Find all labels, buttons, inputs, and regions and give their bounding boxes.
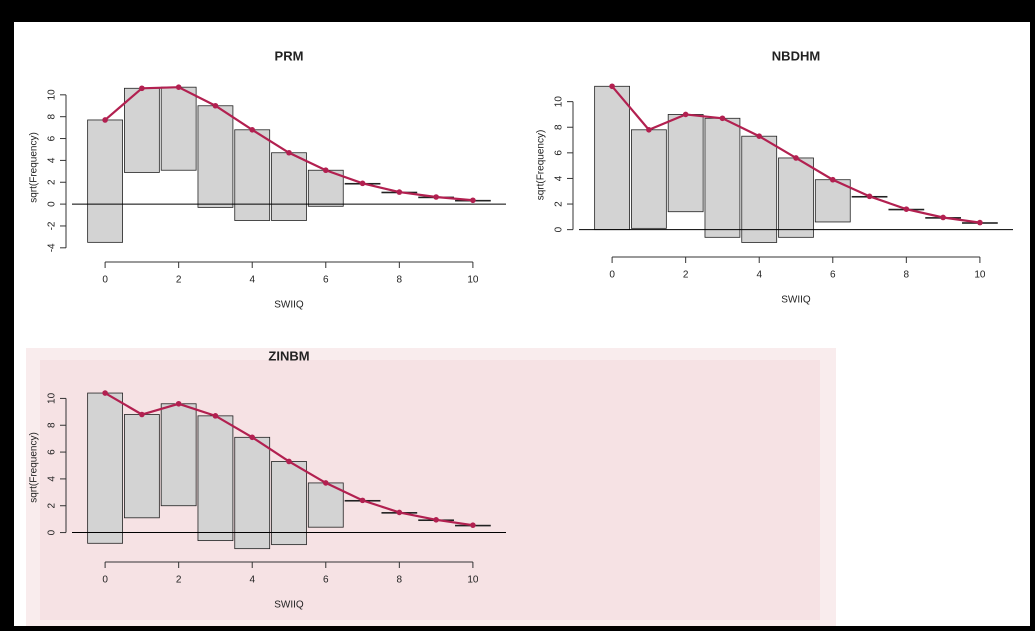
expected-point	[360, 498, 366, 504]
chart-title: NBDHM	[772, 48, 820, 63]
y-tick-label: 8	[554, 124, 565, 130]
expected-point	[904, 206, 910, 212]
bar	[668, 114, 703, 211]
x-tick-label: 4	[249, 575, 255, 586]
bar	[88, 120, 123, 242]
expected-point	[720, 115, 726, 121]
expected-point	[323, 167, 329, 173]
y-tick-label: 6	[47, 449, 58, 455]
expected-point	[397, 189, 403, 195]
bar	[595, 86, 630, 229]
y-tick-label: 4	[47, 476, 58, 482]
y-tick-label: -4	[47, 243, 58, 252]
bar	[198, 416, 233, 541]
y-tick-label: 0	[47, 529, 58, 535]
x-tick-label: 4	[756, 270, 762, 281]
expected-point	[323, 480, 329, 486]
expected-point	[360, 181, 366, 187]
y-tick-label: 2	[47, 179, 58, 185]
x-tick-label: 6	[830, 270, 836, 281]
x-tick-label: 0	[102, 275, 108, 286]
x-tick-label: 2	[683, 270, 689, 281]
y-tick-label: 10	[47, 89, 58, 101]
x-tick-label: 2	[176, 575, 182, 586]
y-tick-label: 0	[47, 201, 58, 207]
y-tick-label: 4	[554, 175, 565, 181]
expected-point	[139, 85, 145, 91]
bar	[161, 87, 196, 170]
expected-point	[646, 127, 652, 133]
y-axis-label: sqrt(Frequency)	[536, 130, 547, 201]
y-tick-label: 2	[554, 201, 565, 207]
expected-point	[213, 413, 219, 419]
expected-point	[176, 84, 182, 90]
x-axis-label: SWIIQ	[781, 295, 811, 306]
x-tick-label: 6	[323, 575, 329, 586]
x-tick-label: 10	[467, 575, 479, 586]
expected-point	[609, 83, 615, 89]
bar	[235, 437, 270, 548]
y-tick-label: 8	[47, 113, 58, 119]
x-tick-label: 10	[467, 275, 479, 286]
bar	[88, 393, 123, 543]
x-tick-label: 2	[176, 275, 182, 286]
y-tick-label: 4	[47, 157, 58, 163]
y-tick-label: 0	[554, 226, 565, 232]
bar	[124, 415, 159, 518]
expected-point	[977, 220, 983, 226]
y-tick-label: -2	[47, 221, 58, 230]
y-axis-label: sqrt(Frequency)	[29, 432, 40, 503]
expected-point	[176, 401, 182, 407]
bar	[161, 404, 196, 506]
x-axis-label: SWIIQ	[274, 300, 304, 311]
y-tick-label: 10	[554, 96, 565, 108]
expected-point	[249, 127, 255, 133]
x-tick-label: 8	[904, 270, 910, 281]
bar	[198, 106, 233, 208]
expected-point	[470, 197, 476, 203]
x-axis-label: SWIIQ	[274, 600, 304, 611]
expected-point	[683, 112, 689, 118]
bar	[631, 130, 666, 229]
y-tick-label: 10	[47, 392, 58, 404]
bar	[124, 88, 159, 172]
bar	[235, 130, 270, 221]
x-tick-label: 8	[397, 575, 403, 586]
y-axis-label: sqrt(Frequency)	[29, 132, 40, 203]
expected-point	[286, 459, 292, 465]
y-tick-label: 8	[47, 422, 58, 428]
x-tick-label: 8	[397, 275, 403, 286]
expected-point	[940, 215, 946, 221]
expected-point	[433, 194, 439, 200]
expected-point	[433, 517, 439, 523]
expected-point	[397, 510, 403, 516]
x-tick-label: 6	[323, 275, 329, 286]
expected-point	[102, 117, 108, 123]
bar	[779, 158, 814, 237]
chart-title: PRM	[275, 48, 304, 63]
expected-point	[756, 133, 762, 139]
x-tick-label: 0	[609, 270, 615, 281]
expected-point	[286, 150, 292, 156]
expected-point	[793, 155, 799, 161]
bar	[272, 153, 307, 221]
x-tick-label: 10	[974, 270, 986, 281]
expected-point	[102, 390, 108, 396]
expected-point	[249, 435, 255, 441]
y-tick-label: 6	[554, 150, 565, 156]
screenshot: PRM SWIIQ sqrt(Frequency) -4 -2 0 2 4 6 8 10 0 2 4 6 8 1…	[0, 0, 1035, 631]
bar	[742, 136, 777, 242]
bar	[705, 118, 740, 237]
x-tick-label: 0	[102, 575, 108, 586]
expected-point	[830, 177, 836, 183]
x-tick-label: 4	[249, 275, 255, 286]
expected-point	[139, 412, 145, 418]
chart-title: ZINBM	[268, 348, 309, 363]
expected-point	[470, 522, 476, 528]
y-tick-label: 6	[47, 135, 58, 141]
expected-point	[867, 194, 873, 200]
expected-point	[213, 103, 219, 109]
page: PRM SWIIQ sqrt(Frequency) -4 -2 0 2 4 6 8 10 0 2 4 6 8 1…	[0, 0, 1035, 631]
y-tick-label: 2	[47, 503, 58, 509]
